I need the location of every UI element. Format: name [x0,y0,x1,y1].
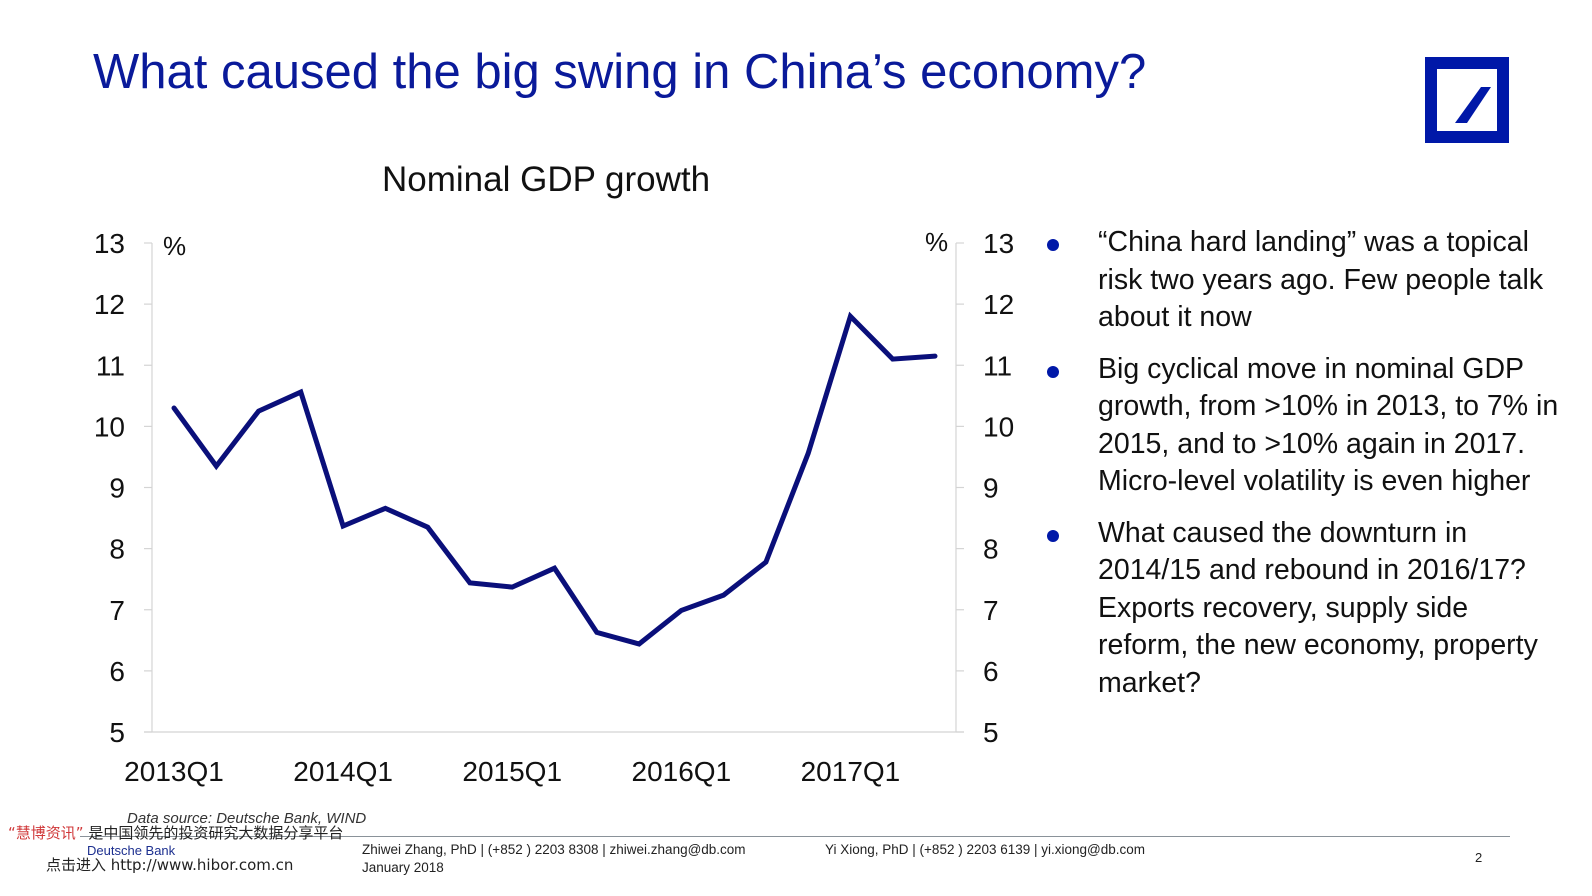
page-number: 2 [1475,850,1483,865]
watermark-link[interactable]: 点击进入 http://www.hibor.com.cn [46,856,294,874]
y-tick-label-left: 8 [109,534,125,565]
bullet-dot-icon [1047,239,1059,251]
watermark-tagline: “慧博资讯” 是中国领先的投资研究大数据分享平台 [8,822,343,843]
data-source-note: Data source: Deutsche Bank, WIND [127,810,367,827]
y-tick-label-left: 6 [109,656,125,687]
y-tick-label-left: 12 [94,289,125,320]
y-tick-label-right: 11 [983,350,1012,381]
footer-brand: Deutsche Bank [87,843,176,858]
footer-contact-xiong: Yi Xiong, PhD | (+852 ) 2203 6139 | yi.x… [825,842,1146,857]
y-tick-label-right: 6 [983,656,999,687]
y-axis-unit-right: % [925,227,948,257]
watermark-brand: “慧博资讯” [8,824,84,842]
y-tick-label-left: 10 [94,411,125,442]
bullet-list: “China hard landing” was a topical risk … [1040,224,1560,716]
x-tick-label: 2014Q1 [293,756,393,787]
y-tick-label-left: 13 [94,228,125,259]
chart-title: Nominal GDP growth [382,160,711,199]
y-tick-label-left: 7 [109,595,125,626]
y-tick-label-left: 5 [109,717,125,748]
slide-title: What caused the big swing in China’s eco… [93,45,1147,99]
footer-date: January 2018 [362,860,444,875]
bullet-dot-icon [1047,365,1059,378]
y-tick-label-right: 8 [983,534,999,565]
y-tick-label-right: 12 [983,289,1014,320]
y-tick-label-right: 5 [983,717,999,748]
watermark-tagline-text: 是中国领先的投资研究大数据分享平台 [83,824,344,842]
bullet-item: “China hard landing” was a topical risk … [1040,224,1560,337]
y-tick-label-right: 9 [983,473,999,504]
bullet-dot-icon [1047,529,1059,542]
deutsche-bank-logo-icon [1425,57,1509,143]
bullet-text: “China hard landing” was a topical risk … [1098,226,1544,333]
bullet-item: Big cyclical move in nominal GDP growth,… [1040,351,1560,501]
y-tick-label-right: 10 [983,411,1014,442]
nominal-gdp-chart: 5 5 6 6 7 7 8 8 9 9 10 10 11 11 12 12 13 13 2013Q1 2014Q1 20… [94,227,1014,787]
bullet-text: Big cyclical move in nominal GDP growth,… [1098,352,1559,498]
footer-contact-zhang: Zhiwei Zhang, PhD | (+852 ) 2203 8308 | … [362,842,746,857]
x-tick-label: 2016Q1 [632,756,732,787]
y-tick-label-left: 11 [96,350,125,381]
y-tick-label-right: 7 [983,595,999,626]
y-tick-label-right: 13 [983,228,1014,259]
x-tick-label: 2013Q1 [124,756,224,787]
x-tick-label: 2017Q1 [801,756,901,787]
bullet-text: What caused the downturn in 2014/15 and … [1098,516,1538,699]
bullet-item: What caused the downturn in 2014/15 and … [1040,515,1560,703]
y-tick-label-left: 9 [109,473,125,504]
y-axis-unit-left: % [163,231,186,261]
footer-divider [80,836,1510,837]
x-tick-label: 2015Q1 [462,756,562,787]
series-line-nominal-gdp [171,311,938,647]
